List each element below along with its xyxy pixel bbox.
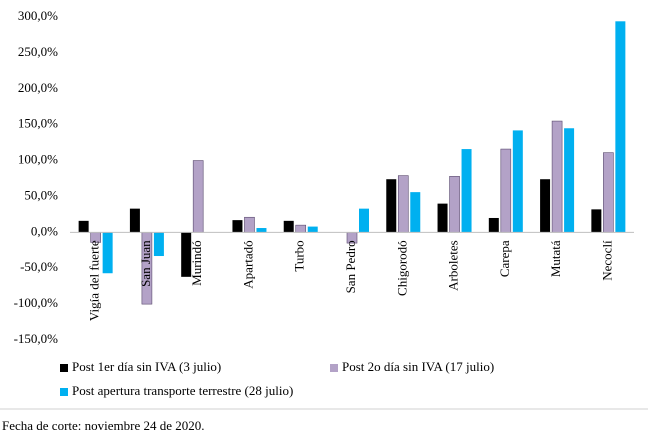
- y-tick-label: 100,0%: [18, 152, 58, 167]
- bar: [512, 130, 523, 233]
- legend-swatch: [60, 364, 68, 372]
- x-tick-label: Carepa: [497, 240, 512, 277]
- x-tick-label: San Pedro: [343, 240, 358, 293]
- x-tick-label: Apartadó: [240, 240, 255, 288]
- bar: [500, 148, 512, 233]
- bar: [564, 128, 575, 233]
- bar: [102, 232, 113, 274]
- x-tick-label: Necoclí: [599, 240, 614, 281]
- bar: [192, 160, 204, 233]
- bar: [78, 220, 89, 233]
- footnote: Fecha de corte: noviembre 24 de 2020.: [2, 418, 205, 433]
- bar: [244, 216, 255, 233]
- bar: [540, 179, 551, 233]
- bar: [551, 120, 563, 233]
- bar: [256, 228, 267, 233]
- bar: [232, 220, 243, 233]
- y-tick-label: 200,0%: [18, 80, 58, 95]
- legend-label: Post 1er día sin IVA (3 julio): [72, 359, 221, 374]
- bar: [449, 176, 460, 233]
- bar: [397, 175, 409, 233]
- x-tick-label: San Juan: [138, 240, 153, 287]
- y-tick-label: 50,0%: [24, 187, 58, 202]
- legend-label: Post apertura transporte terrestre (28 j…: [72, 383, 293, 398]
- legend-label: Post 2o día sin IVA (17 julio): [342, 359, 494, 374]
- bar: [181, 232, 192, 277]
- bar: [307, 226, 318, 233]
- y-tick-label: -50,0%: [20, 259, 58, 274]
- bar: [295, 224, 307, 233]
- y-tick-label: 300,0%: [18, 8, 58, 23]
- bar: [359, 208, 369, 233]
- y-tick-label: -150,0%: [14, 331, 59, 346]
- x-tick-label: Mutatá: [548, 240, 563, 277]
- legend-swatch: [60, 388, 68, 396]
- bar: [461, 149, 472, 233]
- bar: [283, 220, 294, 233]
- y-tick-label: -100,0%: [14, 295, 59, 310]
- bar: [129, 208, 140, 233]
- y-tick-label: 250,0%: [18, 44, 58, 59]
- bar: [488, 217, 499, 233]
- y-tick-label: 150,0%: [18, 116, 58, 131]
- x-tick-label: Murindó: [189, 240, 204, 285]
- x-tick-label: Chigorodó: [394, 240, 409, 296]
- bar: [386, 179, 397, 233]
- bar: [153, 232, 164, 257]
- y-tick-label: 0,0%: [31, 223, 58, 238]
- bar: [615, 21, 626, 233]
- bar: [410, 192, 421, 233]
- bar: [437, 203, 448, 233]
- x-tick-label: Turbo: [292, 240, 307, 271]
- bar: [591, 209, 602, 233]
- legend-swatch: [330, 364, 338, 372]
- bar: [603, 152, 614, 233]
- x-tick-label: Arboletes: [446, 240, 461, 291]
- x-tick-label: Vigía del fuerte: [87, 240, 102, 321]
